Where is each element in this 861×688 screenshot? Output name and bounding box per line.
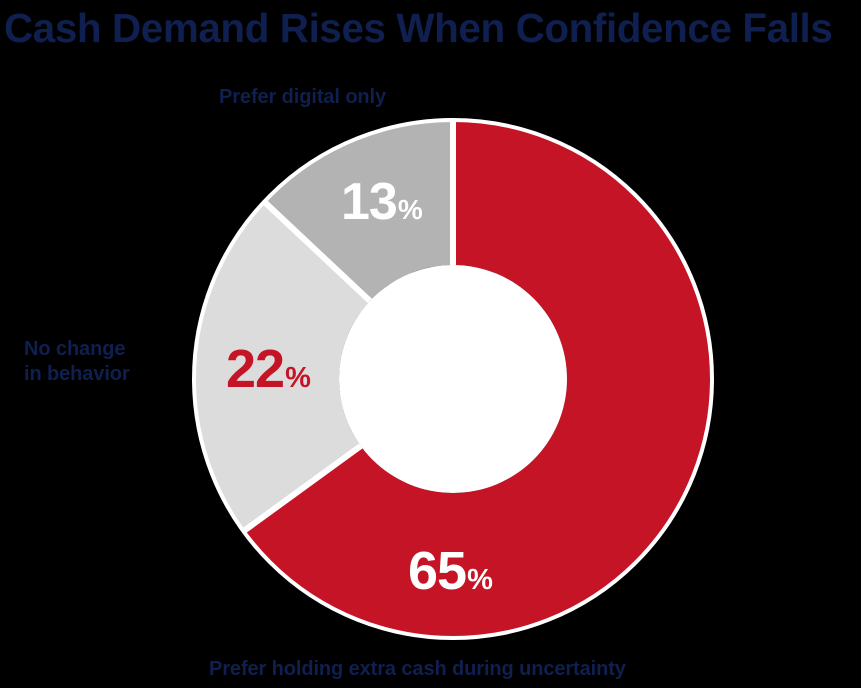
slice-separators	[241, 120, 456, 534]
donut-outer-ring	[192, 118, 714, 640]
donut-center-hole	[339, 265, 567, 493]
donut-chart	[192, 118, 714, 640]
category-label-holding-cash: Prefer holding extra cash during uncerta…	[209, 658, 626, 680]
donut-slice-no-change[interactable]	[194, 201, 370, 532]
page-title: Cash Demand Rises When Confidence Falls	[4, 5, 833, 51]
category-label-no-change: No change in behavior	[24, 337, 130, 387]
data-label-digital-only-percent: %	[397, 194, 423, 225]
data-label-no-change: 22%	[226, 339, 311, 399]
data-label-holding-cash-percent: %	[467, 564, 493, 596]
donut-slice-digital-only[interactable]	[264, 120, 453, 301]
data-label-holding-cash-number: 65	[408, 541, 467, 601]
category-label-digital-only: Prefer digital only	[219, 86, 387, 108]
data-label-no-change-percent: %	[285, 362, 311, 394]
category-label-no-change-line2: in behavior	[24, 363, 130, 385]
category-label-no-change-line1: No change	[24, 338, 126, 360]
donut-chart-svg	[192, 118, 714, 640]
data-label-digital-only: 13%	[341, 173, 423, 231]
data-label-no-change-number: 22	[226, 339, 285, 399]
data-label-digital-only-number: 13	[341, 173, 398, 231]
data-label-holding-cash: 65%	[408, 541, 493, 601]
donut-slice-holding-cash[interactable]	[243, 120, 712, 639]
